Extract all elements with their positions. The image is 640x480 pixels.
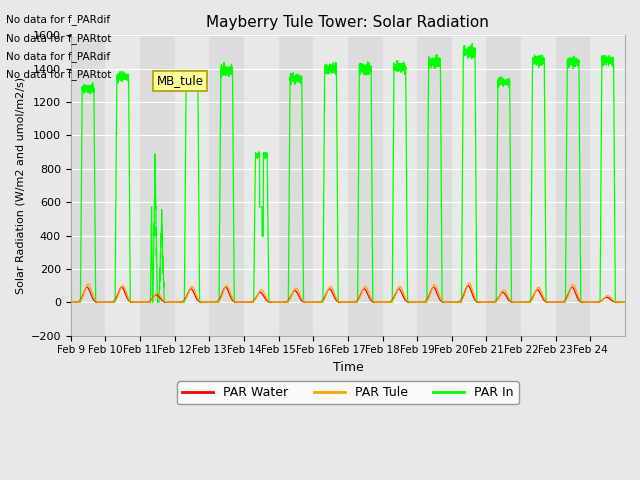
Bar [383,36,417,336]
Text: No data for f_PARdif: No data for f_PARdif [6,14,111,25]
Bar [244,36,278,336]
Text: No data for f_PARtot: No data for f_PARtot [6,69,112,80]
Bar [486,36,521,336]
Bar [348,36,383,336]
Bar [71,36,106,336]
Text: MB_tule: MB_tule [157,74,204,87]
Text: No data for f_PARdif: No data for f_PARdif [6,51,111,62]
Bar [175,36,209,336]
Bar [521,36,556,336]
Bar [313,36,348,336]
Y-axis label: Solar Radiation (W/m2 and umol/m2/s): Solar Radiation (W/m2 and umol/m2/s) [15,77,25,294]
Bar [590,36,625,336]
Bar [452,36,486,336]
Bar [556,36,590,336]
Legend: PAR Water, PAR Tule, PAR In: PAR Water, PAR Tule, PAR In [177,382,518,405]
X-axis label: Time: Time [333,361,364,374]
Title: Mayberry Tule Tower: Solar Radiation: Mayberry Tule Tower: Solar Radiation [207,15,490,30]
Bar [140,36,175,336]
Bar [106,36,140,336]
Text: No data for f_PARtot: No data for f_PARtot [6,33,112,44]
Bar [278,36,313,336]
Bar [209,36,244,336]
Bar [417,36,452,336]
